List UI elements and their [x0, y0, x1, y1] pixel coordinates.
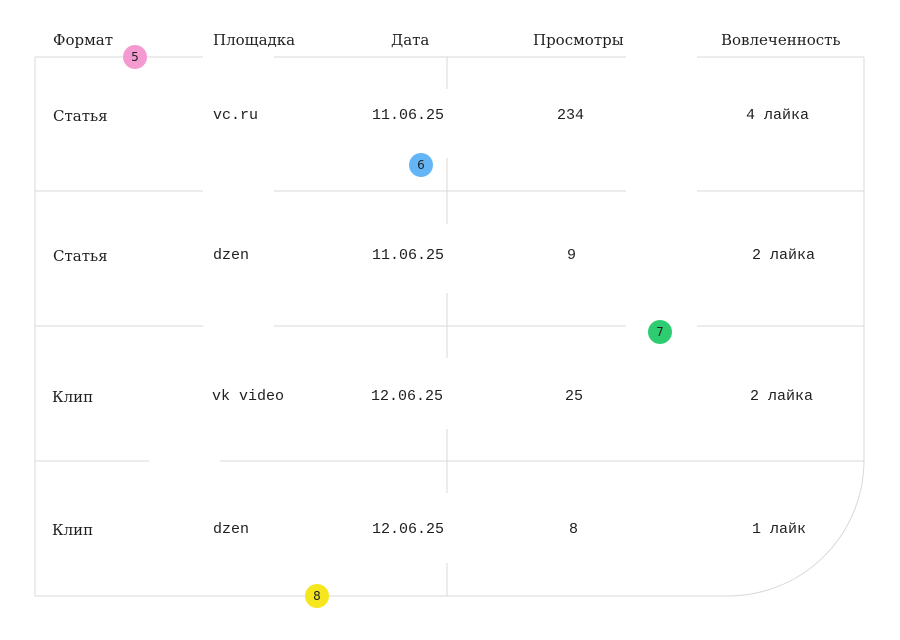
- header-views: Просмотры: [533, 31, 624, 49]
- header-platform: Площадка: [213, 31, 296, 49]
- marker-5[interactable]: 5: [123, 45, 147, 69]
- header-format: Формат: [53, 31, 113, 49]
- table-row-4-date: 12.06.25: [372, 521, 445, 538]
- table-row-4-format: Клип: [52, 521, 94, 539]
- table-row-4-views: 8: [569, 521, 579, 538]
- table-row-2-platform: dzen: [213, 247, 250, 264]
- table-row-4-platform: dzen: [213, 521, 250, 538]
- table-row-3-views: 25: [565, 388, 584, 405]
- marker-8[interactable]: 8: [305, 584, 329, 608]
- table-row-1-engagement: 4 лайка: [746, 107, 810, 124]
- table-row-2-date: 11.06.25: [372, 247, 445, 264]
- marker-6[interactable]: 6: [409, 153, 433, 177]
- table-row-1-format: Статья: [53, 107, 108, 125]
- header-engagement: Вовлеченность: [721, 31, 841, 49]
- header-date: Дата: [391, 31, 430, 49]
- marker-7[interactable]: 7: [648, 320, 672, 344]
- table-row-3-date: 12.06.25: [371, 388, 444, 405]
- table-row-2-views: 9: [567, 247, 577, 264]
- table-row-1-views: 234: [557, 107, 585, 124]
- table-row-2-engagement: 2 лайка: [752, 247, 816, 264]
- table-row-3-format: Клип: [52, 388, 94, 406]
- table-row-1-platform: vc.ru: [213, 107, 259, 124]
- table-row-1-date: 11.06.25: [372, 107, 445, 124]
- table-row-3-platform: vk video: [212, 388, 285, 405]
- table-row-4-engagement: 1 лайк: [752, 521, 807, 538]
- table-row-2-format: Статья: [53, 247, 108, 265]
- table-row-3-engagement: 2 лайка: [750, 388, 814, 405]
